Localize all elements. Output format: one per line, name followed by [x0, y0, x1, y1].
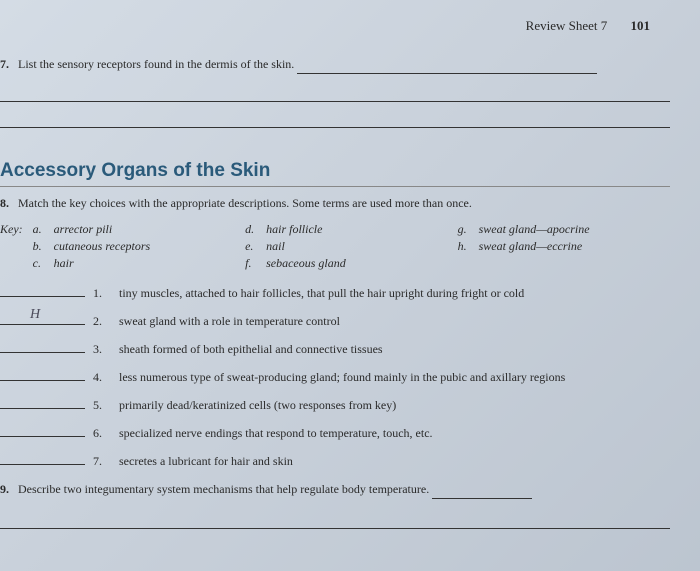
section-title: Accessory Organs of the Skin	[0, 160, 670, 182]
match-blank-5	[0, 395, 85, 409]
q9-blank-inline	[432, 485, 532, 499]
key-item-g: g. sweat gland—apocrine	[458, 222, 660, 237]
question-7: 7. List the sensory receptors found in t…	[0, 54, 670, 74]
match-blank-7	[0, 451, 85, 465]
q9-blank-1	[0, 507, 670, 529]
q8-text: Match the key choices with the appropria…	[18, 196, 472, 210]
match-blank-3	[0, 339, 85, 353]
match-text-6: specialized nerve endings that respond t…	[119, 426, 670, 441]
question-9: 9. Describe two integumentary system mec…	[0, 479, 670, 499]
match-blank-4	[0, 367, 85, 381]
q9-number: 9.	[0, 482, 9, 496]
page-header: Review Sheet 7 101	[0, 18, 670, 34]
q7-text: List the sensory receptors found in the …	[18, 57, 294, 71]
key-col-2: d. hair follicle e. nail f. sebaceous gl…	[245, 222, 457, 273]
q8-number: 8.	[0, 196, 9, 210]
match-num-3: 3.	[93, 342, 109, 357]
key-item-e: e. nail	[245, 239, 447, 254]
q7-blank-2	[0, 80, 670, 102]
match-item-2: H 2. sweat gland with a role in temperatur…	[0, 311, 670, 329]
key-label: Key:	[0, 222, 23, 273]
page-number: 101	[631, 18, 651, 33]
match-item-1: 1. tiny muscles, attached to hair follicl…	[0, 283, 670, 301]
match-num-4: 4.	[93, 370, 109, 385]
match-text-7: secretes a lubricant for hair and skin	[119, 454, 670, 469]
key-container: Key: a. arrector pili b. cutaneous recep…	[0, 222, 670, 273]
match-text-3: sheath formed of both epithelial and con…	[119, 342, 670, 357]
match-text-2: sweat gland with a role in temperature c…	[119, 314, 670, 329]
match-item-6: 6. specialized nerve endings that respond…	[0, 423, 670, 441]
matches-container: 1. tiny muscles, attached to hair follicl…	[0, 283, 670, 469]
match-num-2: 2.	[93, 314, 109, 329]
q7-blank-1	[297, 60, 597, 74]
match-item-7: 7. secretes a lubricant for hair and skin	[0, 451, 670, 469]
match-num-6: 6.	[93, 426, 109, 441]
key-item-f: f. sebaceous gland	[245, 256, 447, 271]
match-num-5: 5.	[93, 398, 109, 413]
match-num-1: 1.	[93, 286, 109, 301]
match-blank-6	[0, 423, 85, 437]
match-item-5: 5. primarily dead/keratinized cells (two …	[0, 395, 670, 413]
key-item-h: h. sweat gland—eccrine	[458, 239, 660, 254]
question-8: 8. Match the key choices with the approp…	[0, 193, 670, 213]
q7-blank-3	[0, 106, 670, 128]
match-text-5: primarily dead/keratinized cells (two re…	[119, 398, 670, 413]
match-text-4: less numerous type of sweat-producing gl…	[119, 370, 670, 385]
key-col-1: a. arrector pili b. cutaneous receptors …	[33, 222, 245, 273]
key-item-d: d. hair follicle	[245, 222, 447, 237]
match-item-4: 4. less numerous type of sweat-producing …	[0, 367, 670, 385]
key-col-3: g. sweat gland—apocrine h. sweat gland—e…	[458, 222, 670, 273]
match-answer-2: H	[30, 307, 40, 323]
key-item-a: a. arrector pili	[33, 222, 235, 237]
q7-number: 7.	[0, 57, 9, 71]
match-item-3: 3. sheath formed of both epithelial and c…	[0, 339, 670, 357]
sheet-label: Review Sheet 7	[526, 18, 608, 33]
match-text-1: tiny muscles, attached to hair follicles…	[119, 286, 670, 301]
match-num-7: 7.	[93, 454, 109, 469]
q9-text: Describe two integumentary system mechan…	[18, 482, 429, 496]
key-item-b: b. cutaneous receptors	[33, 239, 235, 254]
section-box: 8. Match the key choices with the approp…	[0, 186, 670, 529]
match-blank-1	[0, 283, 85, 297]
key-item-c: c. hair	[33, 256, 235, 271]
match-blank-2: H	[0, 311, 85, 325]
